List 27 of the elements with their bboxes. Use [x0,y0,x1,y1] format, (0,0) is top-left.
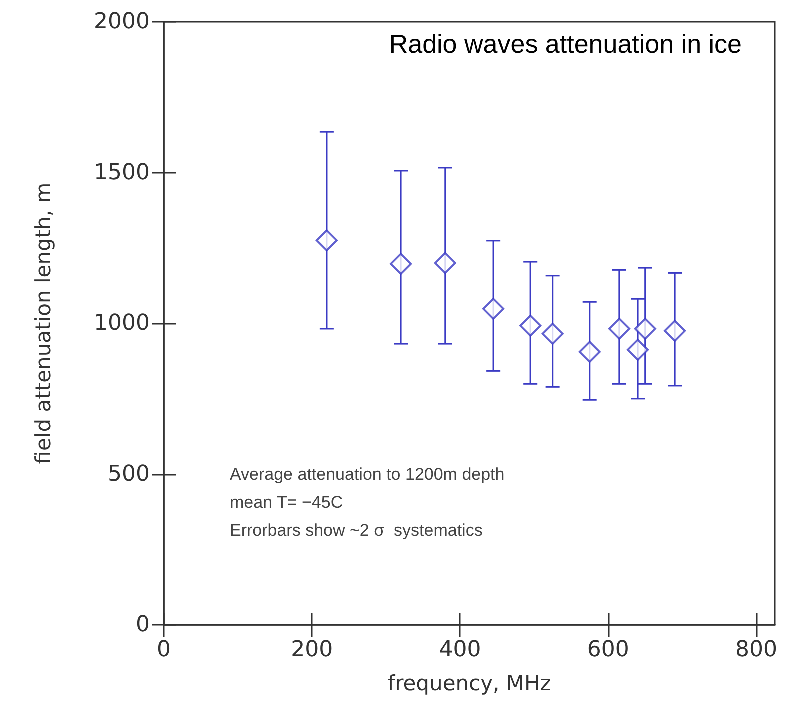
point [608,318,630,340]
x-tick-label: 0 [157,638,171,662]
point [664,320,686,342]
annotation: Errorbars show ~2 σ systematics [230,521,483,540]
x-tick-label: 600 [587,638,630,662]
x-axis-title: frequency, MHz [388,672,552,696]
y-axis-title: field attenuation length, m [32,182,56,464]
chart-title: Radio waves attenuation in ice [389,29,742,59]
point [390,253,412,276]
point [434,252,456,274]
y-tick-label: 2000 [94,10,150,34]
point [634,318,656,340]
point [316,230,338,252]
y-tick-label: 0 [136,612,150,638]
y-tick-label: 500 [108,462,150,487]
x-tick-label: 800 [735,638,778,662]
x-tick-label: 200 [291,638,334,662]
y-tick-label: 1500 [94,160,150,186]
y-tick-label: 1000 [94,311,150,336]
annotation: mean T= −45C [230,493,344,512]
point [626,339,649,362]
point [482,298,505,320]
point [520,314,542,337]
x-tick-label: 400 [439,638,482,662]
point [542,323,564,346]
point [578,341,601,364]
annotation: Average attenuation to 1200m depth [230,465,505,484]
